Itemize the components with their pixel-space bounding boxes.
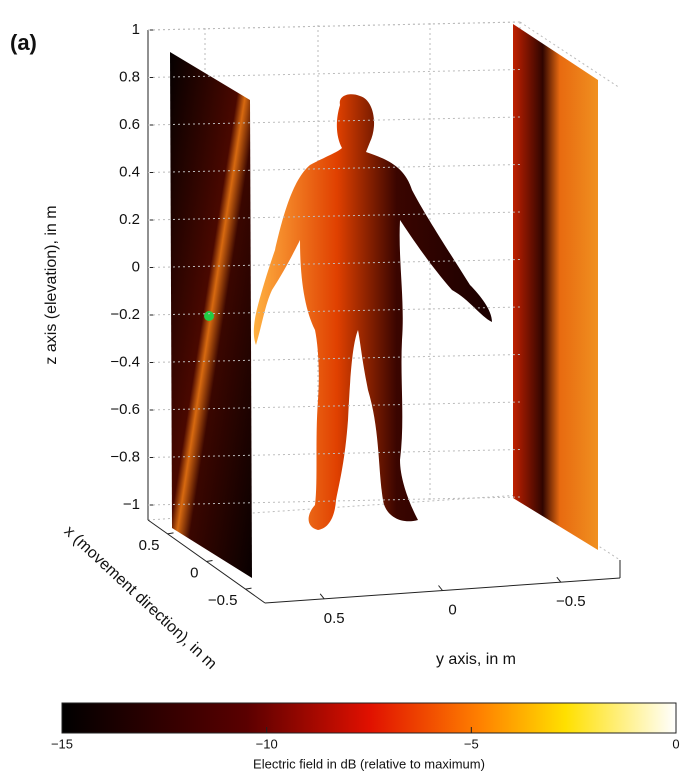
z-tick-label: 1 xyxy=(132,21,140,38)
y-tick-label: 0.5 xyxy=(324,610,345,627)
z-tick-label: 0.8 xyxy=(119,68,140,85)
z-tick-label: −1 xyxy=(123,496,140,513)
colorbar-tick-label: −5 xyxy=(464,736,479,751)
z-tick-label: −0.8 xyxy=(110,448,140,465)
z-axis-title: z axis (elevation), in m xyxy=(43,205,60,364)
colorbar xyxy=(61,702,677,734)
x-tick xyxy=(206,560,213,562)
z-grid-line xyxy=(147,306,521,316)
z-grid-line xyxy=(147,211,521,221)
z-grid-line xyxy=(147,164,521,173)
colorbar-tick-label: 0 xyxy=(672,736,679,751)
z-grid-line xyxy=(147,354,521,363)
z-grid-line xyxy=(147,69,521,78)
y-tick xyxy=(438,585,443,591)
z-grid-line xyxy=(147,21,521,31)
right-field-plane xyxy=(513,24,598,550)
x-tick-label: 0 xyxy=(190,564,198,581)
colorbar-title: Electric field in dB (relative to maximu… xyxy=(253,756,485,771)
z-grid-line xyxy=(147,116,521,126)
z-tick-label: 0.2 xyxy=(119,211,140,228)
colorbar-tick-label: −15 xyxy=(51,736,73,751)
scene xyxy=(147,21,621,604)
y-tick xyxy=(319,593,325,600)
z-tick-label: 0 xyxy=(132,258,140,275)
y-axis-title: y axis, in m xyxy=(436,651,516,668)
y-tick-label: 0 xyxy=(448,601,456,618)
antenna-marker xyxy=(204,311,214,321)
z-tick-label: 0.4 xyxy=(119,163,140,180)
z-grid-line xyxy=(147,449,521,458)
z-grid-line xyxy=(147,401,521,411)
x-tick-label: −0.5 xyxy=(208,592,238,609)
y-tick xyxy=(556,576,562,583)
z-tick-label: −0.6 xyxy=(110,401,140,418)
human-body xyxy=(253,94,492,531)
z-tick-label: 0.6 xyxy=(119,116,140,133)
colorbar-tick-label: −10 xyxy=(256,736,278,751)
y-tick-label: −0.5 xyxy=(556,593,586,610)
panel-label: (a) xyxy=(10,30,37,55)
x-tick xyxy=(167,532,174,535)
z-tick-label: −0.4 xyxy=(110,353,140,370)
z-tick-label: −0.2 xyxy=(110,306,140,323)
x-tick xyxy=(245,587,252,590)
x-tick-label: 0.5 xyxy=(139,537,160,554)
z-grid-line xyxy=(147,496,521,506)
z-grid-line xyxy=(147,259,521,268)
